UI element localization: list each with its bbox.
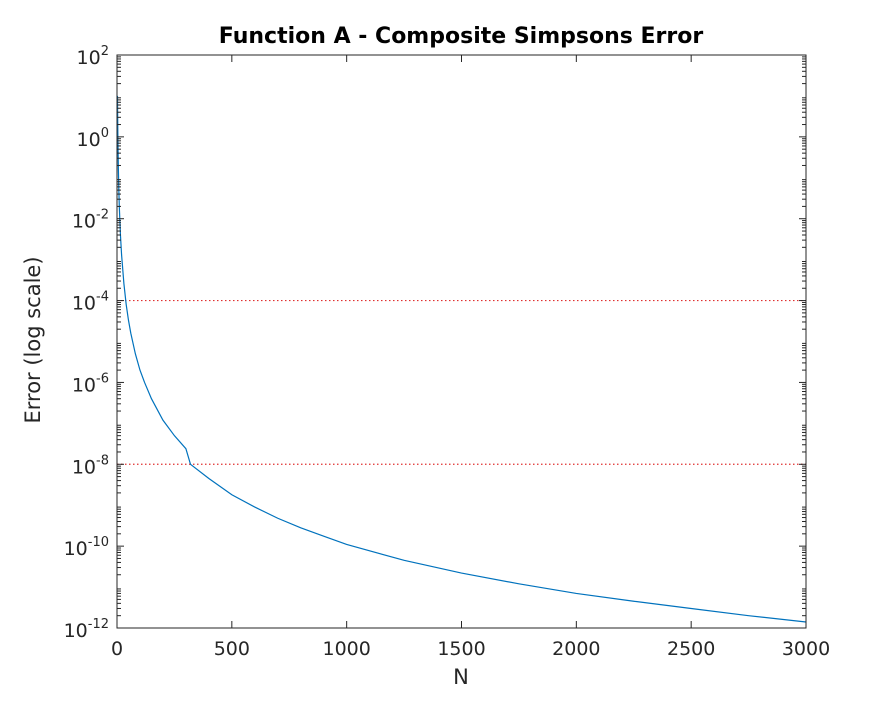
x-tick-label: 3000 bbox=[782, 638, 830, 660]
y-tick-label: 10-8 bbox=[72, 453, 109, 478]
x-tick-label: 1000 bbox=[322, 638, 370, 660]
y-tick-label: 102 bbox=[77, 44, 109, 69]
y-tick-label: 10-2 bbox=[72, 208, 109, 233]
y-tick-label: 10-10 bbox=[64, 535, 109, 560]
x-tick-label: 1500 bbox=[437, 638, 485, 660]
y-tick-label: 10-4 bbox=[72, 290, 109, 315]
x-tick-label: 0 bbox=[111, 638, 123, 660]
series-line-0 bbox=[116, 95, 807, 623]
x-tick-label: 2000 bbox=[552, 638, 600, 660]
y-tick-label: 100 bbox=[77, 126, 109, 151]
x-tick-label: 500 bbox=[214, 638, 250, 660]
plot-frame bbox=[116, 54, 807, 629]
chart-title: Function A - Composite Simpsons Error bbox=[219, 24, 704, 49]
x-tick-label: 2500 bbox=[667, 638, 715, 660]
x-axis-label: N bbox=[453, 665, 469, 689]
y-tick-label: 10-6 bbox=[72, 371, 109, 396]
y-tick-label: 10-12 bbox=[64, 617, 109, 642]
y-axis-label: Error (log scale) bbox=[21, 256, 45, 423]
plot-area: 0 500 1000 1500 2000 2500 3000 102 100 10-2 10-4 10… bbox=[64, 44, 831, 660]
